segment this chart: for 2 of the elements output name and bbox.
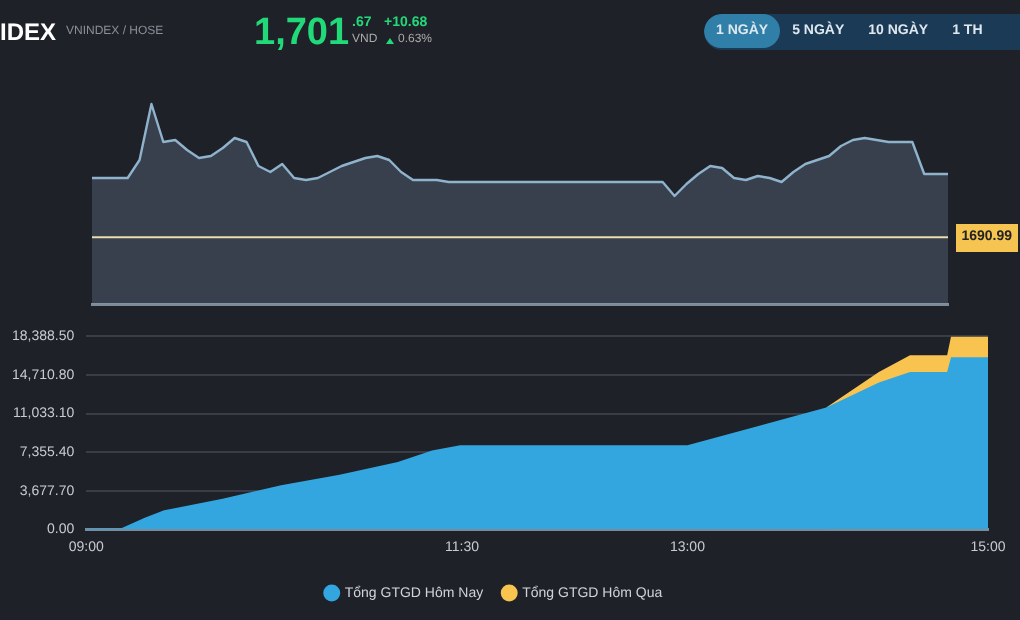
text: IDEX — [0, 18, 57, 46]
text: 1,701 — [254, 12, 350, 56]
